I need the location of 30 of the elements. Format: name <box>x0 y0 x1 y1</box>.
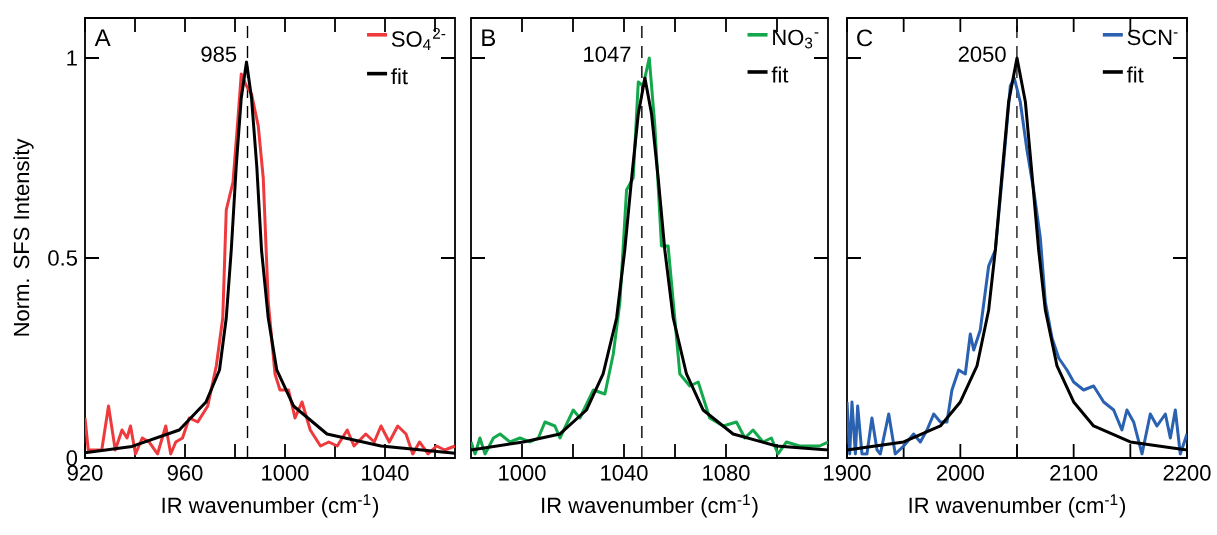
x-tick-label: 960 <box>167 465 203 481</box>
x-axis-title: IR wavenumber (cm$^{-1}$) <box>542 494 758 518</box>
x-tick-label: 1000 <box>499 465 546 481</box>
x-tick-label: 2100 <box>1050 465 1098 481</box>
x-tick-label: 1900 <box>824 465 871 481</box>
annotation: A <box>94 29 111 46</box>
ref-line-label: 2050 <box>958 46 1006 62</box>
y-axis-title: Norm. SFS Intensity <box>13 138 34 336</box>
y-tick-label: 1 <box>67 50 77 66</box>
x-tick-label: 1080 <box>703 465 750 481</box>
x-tick-label: 1000 <box>262 465 309 481</box>
legend-label: NO$_{3}$- <box>773 29 819 49</box>
x-tick-label: 1040 <box>601 465 648 481</box>
x-tick-label: 1040 <box>362 465 409 481</box>
x-tick-label: 2200 <box>1163 465 1211 481</box>
x-axis-title: IR wavenumber (cm$^{-1}$) <box>909 494 1126 518</box>
annotation: B <box>482 29 496 46</box>
annotation: C <box>857 29 873 47</box>
legend-label: SO$_{4}$2- <box>391 27 446 50</box>
y-tick-label: 0.5 <box>48 250 77 266</box>
x-axis-title: IR wavenumber (cm$^{-1}$) <box>162 494 379 518</box>
x-tick-label: 920 <box>67 465 103 481</box>
legend-label: fit <box>391 68 408 85</box>
legend-label: fit <box>771 66 789 83</box>
x-tick-label: 2000 <box>936 465 984 481</box>
legend-label: SCN$^{-}$ <box>1127 29 1178 46</box>
legend-label: fit <box>1126 66 1144 83</box>
ref-line-label: 985 <box>201 46 237 62</box>
y-tick-label: 0 <box>66 450 78 466</box>
ref-line-label: 1047 <box>584 46 631 62</box>
